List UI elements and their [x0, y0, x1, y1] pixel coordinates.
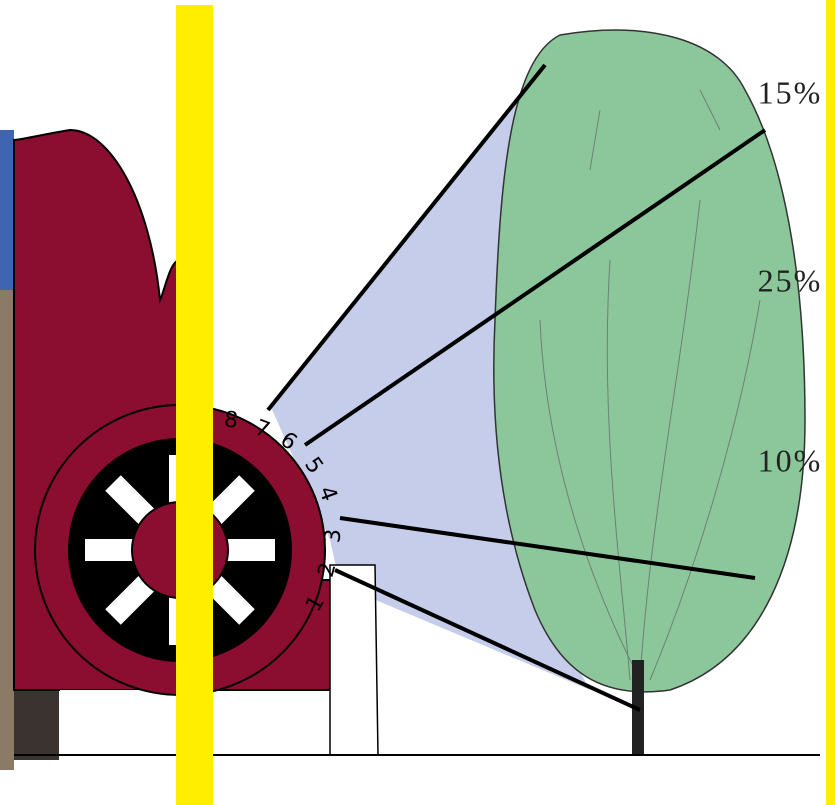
nozzle-number: 3	[320, 528, 346, 544]
nozzle-number: 8	[223, 407, 239, 433]
page: {"nozzles": ["1", "2", "3", "4", "5", "6…	[0, 0, 835, 805]
wheel-space	[60, 690, 160, 755]
zone-percent: 25%	[758, 262, 823, 298]
yellow-edge	[826, 0, 835, 805]
leg	[330, 565, 378, 755]
zone-percent: 15%	[758, 74, 823, 110]
sprayer-diagram: 1234567815%25%10%	[0, 0, 835, 805]
tree-canopy	[494, 30, 805, 692]
yellow-bar	[176, 5, 213, 805]
zone-percent: 10%	[758, 442, 823, 478]
photo-sky	[0, 130, 14, 290]
